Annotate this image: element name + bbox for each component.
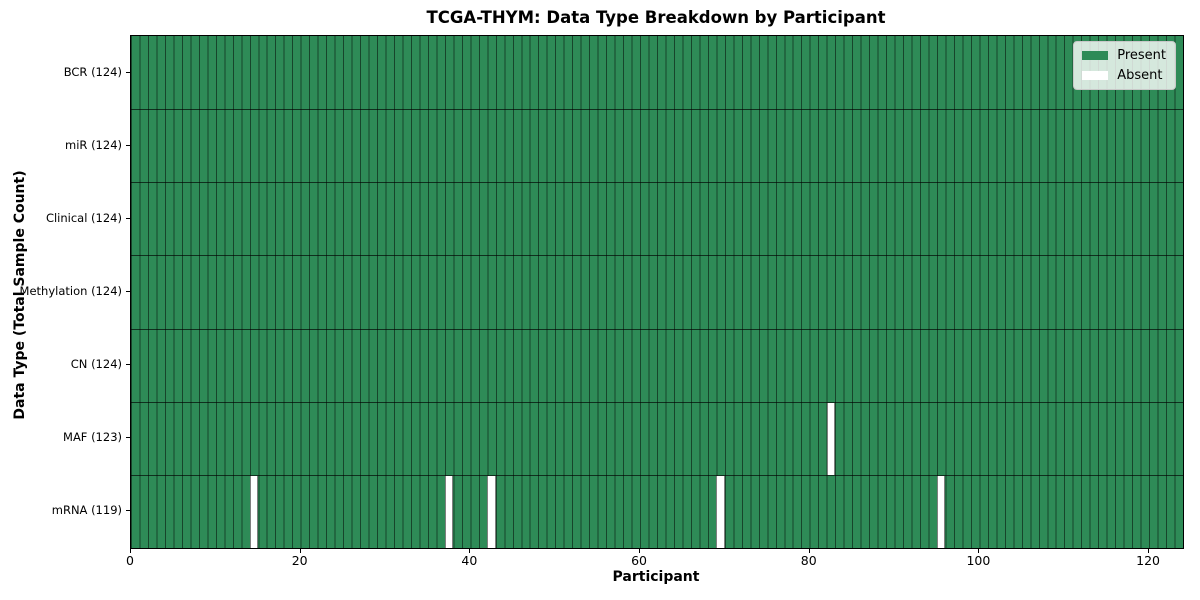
x-tick-label: 60 — [631, 553, 647, 568]
row-label-CN: CN (124) — [70, 357, 122, 372]
legend-entry-present: Present — [1082, 48, 1166, 63]
x-tick — [130, 549, 131, 553]
absent-cell-mRNA-95 — [936, 475, 946, 548]
absent-cell-mRNA-37 — [444, 475, 454, 548]
heatmap-row-Clinical — [131, 182, 1183, 256]
absent-cell-mRNA-69 — [716, 475, 725, 548]
absent-cell-mRNA-42 — [487, 475, 496, 548]
y-tick — [126, 217, 130, 219]
x-tick-label: 120 — [1136, 553, 1160, 568]
x-tick-label: 20 — [291, 553, 308, 568]
y-tick — [126, 364, 130, 366]
y-tick — [126, 144, 130, 146]
y-tick — [126, 291, 130, 292]
heatmap-row-BCR — [131, 36, 1183, 110]
x-tick — [299, 549, 301, 553]
x-tick-label: 80 — [800, 553, 817, 568]
x-tick — [639, 549, 641, 553]
heatmap-row-mRNA — [131, 474, 1183, 548]
x-tick-label: 0 — [126, 553, 134, 568]
row-label-Methylation: Methylation (124) — [19, 284, 122, 298]
chart-title: TCGA-THYM: Data Type Breakdown by Partic… — [426, 8, 886, 27]
legend-label: Absent — [1117, 68, 1163, 83]
y-tick — [126, 437, 130, 439]
heatmap-row-miR — [131, 109, 1183, 183]
y-tick — [126, 510, 130, 512]
x-axis-label: Participant — [612, 569, 700, 585]
x-tick-label: 40 — [461, 553, 478, 568]
legend-label: Present — [1117, 48, 1166, 63]
x-tick-label: 100 — [966, 553, 991, 568]
y-tick — [126, 71, 130, 73]
absent-cell-MAF-82 — [826, 402, 836, 475]
legend-entry-absent: Absent — [1082, 68, 1166, 83]
row-label-BCR: BCR (124) — [63, 64, 122, 79]
heatmap-row-MAF — [131, 401, 1183, 475]
heatmap-row-Methylation — [131, 255, 1183, 329]
legend: Present Absent — [1073, 41, 1176, 90]
absent-cell-mRNA-14 — [249, 475, 259, 548]
x-tick — [978, 549, 980, 553]
row-label-MAF: MAF (123) — [63, 430, 122, 445]
row-label-miR: miR (124) — [65, 137, 122, 152]
row-label-Clinical: Clinical (124) — [45, 210, 122, 225]
heatmap-row-CN — [131, 328, 1183, 402]
x-tick — [808, 549, 810, 553]
absent-swatch-icon — [1082, 71, 1109, 80]
present-swatch-icon — [1082, 51, 1109, 60]
x-tick — [469, 549, 471, 553]
plot-area: Present Absent — [130, 35, 1184, 549]
x-tick — [1148, 549, 1150, 553]
row-label-mRNA: mRNA (119) — [51, 503, 122, 518]
